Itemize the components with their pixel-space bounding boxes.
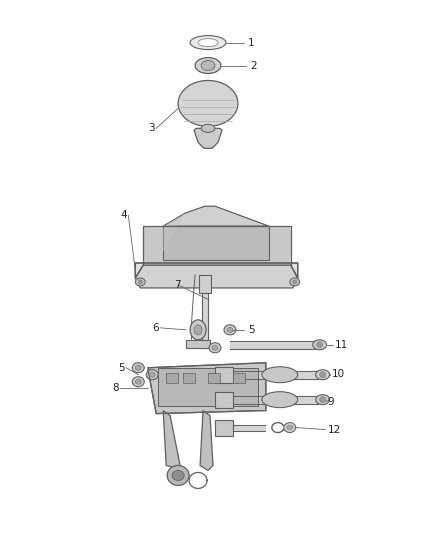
Ellipse shape — [201, 124, 215, 132]
Text: 7: 7 — [174, 280, 181, 290]
Text: 9: 9 — [328, 397, 334, 407]
Ellipse shape — [262, 392, 298, 408]
Polygon shape — [135, 265, 298, 288]
Ellipse shape — [149, 372, 155, 377]
Ellipse shape — [132, 377, 144, 386]
Bar — [199, 275, 211, 293]
Polygon shape — [178, 80, 238, 126]
Ellipse shape — [287, 425, 293, 430]
Text: 2: 2 — [250, 61, 257, 70]
Ellipse shape — [320, 372, 326, 378]
Text: 4: 4 — [120, 210, 127, 220]
Ellipse shape — [316, 370, 330, 379]
Polygon shape — [143, 226, 298, 278]
Ellipse shape — [262, 367, 298, 383]
Ellipse shape — [190, 320, 206, 340]
Ellipse shape — [320, 397, 326, 402]
Polygon shape — [148, 363, 266, 414]
Bar — [163, 226, 269, 260]
Ellipse shape — [209, 343, 221, 353]
Ellipse shape — [198, 38, 218, 46]
Polygon shape — [194, 128, 222, 148]
Bar — [233, 373, 245, 383]
Ellipse shape — [224, 325, 236, 335]
Ellipse shape — [146, 370, 158, 379]
Bar — [215, 392, 233, 408]
Ellipse shape — [317, 342, 323, 348]
Ellipse shape — [290, 278, 300, 286]
Bar — [215, 419, 233, 435]
Bar — [208, 373, 220, 383]
Polygon shape — [233, 371, 318, 379]
Text: 12: 12 — [328, 425, 341, 434]
Bar — [158, 368, 258, 406]
Ellipse shape — [167, 465, 189, 486]
Bar — [166, 373, 178, 383]
Ellipse shape — [135, 365, 141, 370]
Ellipse shape — [138, 280, 142, 284]
Bar — [215, 367, 233, 383]
Polygon shape — [135, 263, 298, 278]
Polygon shape — [230, 341, 314, 349]
Text: 8: 8 — [112, 383, 119, 393]
Polygon shape — [163, 213, 185, 252]
Ellipse shape — [194, 325, 202, 335]
Bar — [202, 293, 208, 348]
Text: 10: 10 — [332, 369, 345, 379]
Ellipse shape — [135, 379, 141, 384]
Polygon shape — [163, 206, 269, 226]
Text: 5: 5 — [248, 325, 254, 335]
Polygon shape — [163, 410, 180, 469]
Text: 1: 1 — [248, 38, 254, 47]
Bar — [183, 373, 195, 383]
Text: 6: 6 — [152, 323, 159, 333]
Polygon shape — [233, 395, 318, 403]
Ellipse shape — [172, 471, 184, 480]
Ellipse shape — [201, 61, 215, 70]
Ellipse shape — [293, 280, 297, 284]
Polygon shape — [233, 425, 265, 431]
Ellipse shape — [212, 345, 218, 350]
Bar — [186, 340, 210, 348]
Ellipse shape — [190, 36, 226, 50]
Text: 5: 5 — [118, 363, 125, 373]
Text: 3: 3 — [148, 123, 155, 133]
Polygon shape — [200, 410, 213, 471]
Ellipse shape — [284, 423, 296, 433]
Ellipse shape — [313, 340, 327, 350]
Ellipse shape — [135, 278, 145, 286]
Text: 11: 11 — [335, 340, 348, 350]
Ellipse shape — [195, 58, 221, 74]
Ellipse shape — [132, 363, 144, 373]
Ellipse shape — [316, 394, 330, 405]
Ellipse shape — [227, 327, 233, 333]
